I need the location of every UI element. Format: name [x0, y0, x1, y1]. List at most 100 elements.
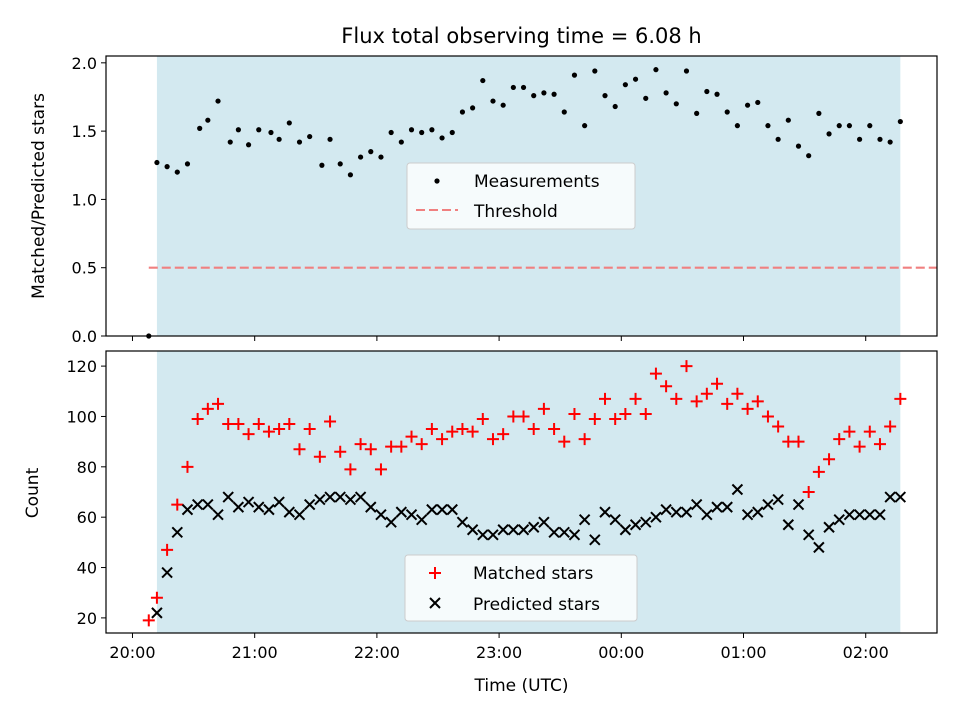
measurement-point: [744, 102, 751, 108]
measurement-point: [500, 102, 506, 108]
predicted-star-point: [314, 493, 326, 506]
measurement-point: [480, 77, 486, 84]
measurement-point: [256, 127, 262, 133]
matched-star-point: [670, 392, 683, 405]
x-axis-label: Time (UTC): [474, 676, 569, 696]
measurement-point: [857, 136, 863, 142]
matched-star-point: [466, 425, 479, 438]
predicted-star-point: [802, 529, 815, 541]
measurement-point: [520, 84, 527, 91]
matched-star-point: [578, 433, 591, 446]
measurement-point: [439, 135, 445, 141]
predicted-star-point: [711, 501, 723, 513]
measurement-point: [755, 99, 761, 106]
measurement-point: [174, 169, 180, 175]
measurement-point: [388, 129, 394, 136]
matched-star-point: [548, 423, 561, 436]
matched-star-point: [700, 387, 713, 400]
matched-star-point: [782, 435, 795, 448]
predicted-star-point: [894, 491, 907, 503]
measurement-point: [510, 84, 516, 91]
top-y-tick-label: 0.0: [72, 327, 97, 346]
legend-matched-label: Matched stars: [473, 564, 593, 584]
matched-star-point: [609, 412, 622, 425]
predicted-star-point: [772, 493, 784, 506]
matched-star-point: [802, 486, 815, 498]
measurement-point: [887, 139, 893, 145]
matched-star-point: [283, 418, 296, 431]
matched-star-point: [142, 614, 155, 627]
predicted-star-point: [344, 493, 357, 506]
bottom-y-tick-label: 120: [66, 357, 97, 376]
measurement-point: [806, 153, 812, 159]
measurement-point: [215, 98, 221, 104]
measurement-point: [826, 131, 832, 137]
predicted-star-point: [589, 534, 601, 546]
x-tick-label: 02:00: [843, 643, 889, 662]
predicted-star-point: [833, 513, 845, 526]
matched-star-point: [273, 423, 286, 436]
measurement-point: [571, 72, 578, 78]
matched-star-point: [242, 428, 255, 441]
measurement-point: [470, 105, 476, 111]
matched-star-point: [334, 445, 347, 458]
predicted-star-point: [823, 521, 835, 533]
matched-star-point: [690, 395, 703, 408]
matched-star-point: [731, 387, 744, 400]
measurement-point: [643, 95, 649, 101]
measurement-point: [319, 162, 325, 168]
bottom-y-tick-label: 100: [66, 407, 97, 426]
legend-measurements-marker: [434, 178, 440, 184]
matched-star-point: [721, 397, 734, 410]
matched-star-point: [517, 410, 530, 423]
predicted-star-point: [792, 498, 805, 511]
predicted-star-point: [283, 506, 296, 518]
predicted-star-point: [548, 526, 560, 538]
predicted-star-point: [273, 496, 285, 508]
predicted-star-point: [375, 508, 387, 521]
predicted-star-point: [324, 491, 336, 503]
measurement-point: [816, 110, 822, 116]
predicted-star-point: [202, 498, 214, 511]
top-legend-box: [406, 162, 636, 230]
matched-star-point: [181, 460, 194, 473]
predicted-star-point: [497, 524, 509, 536]
matched-star-point: [324, 415, 337, 428]
matched-star-point: [486, 433, 499, 446]
measurement-point: [227, 139, 233, 145]
measurement-point: [449, 129, 455, 136]
measurement-point: [245, 142, 252, 148]
x-tick-label: 20:00: [109, 643, 155, 662]
matched-star-point: [639, 407, 652, 420]
predicted-star-point: [884, 491, 896, 503]
predicted-star-point: [741, 508, 754, 521]
measurement-point: [673, 101, 679, 107]
predicted-star-point: [599, 506, 611, 518]
predicted-star-point: [517, 524, 530, 536]
top-legend: Measurements Threshold: [406, 162, 636, 230]
measurement-point: [582, 123, 588, 129]
predicted-star-point: [293, 508, 306, 521]
measurement-point: [378, 154, 384, 160]
measurement-point: [592, 68, 598, 74]
chart-title: Flux total observing time = 6.08 h: [341, 24, 701, 48]
predicted-star-point: [222, 491, 234, 503]
top-y-axis-label: Matched/Predicted stars: [29, 93, 49, 299]
matched-star-point: [660, 380, 673, 393]
predicted-star-point: [813, 541, 825, 554]
matched-star-point: [303, 423, 316, 436]
measurement-point: [531, 93, 537, 99]
measurement-point: [429, 127, 435, 133]
matched-star-point: [212, 397, 225, 410]
predicted-star-point: [853, 508, 866, 521]
x-tick-label: 21:00: [232, 643, 278, 662]
predicted-star-point: [151, 607, 163, 619]
measurement-point: [551, 91, 557, 97]
predicted-star-point: [528, 521, 540, 533]
matched-star-point: [415, 438, 428, 451]
measurement-point: [398, 139, 404, 145]
measurement-point: [612, 103, 618, 110]
matched-star-point: [313, 450, 326, 463]
predicted-star-point: [385, 516, 397, 528]
predicted-star-point: [640, 516, 652, 528]
